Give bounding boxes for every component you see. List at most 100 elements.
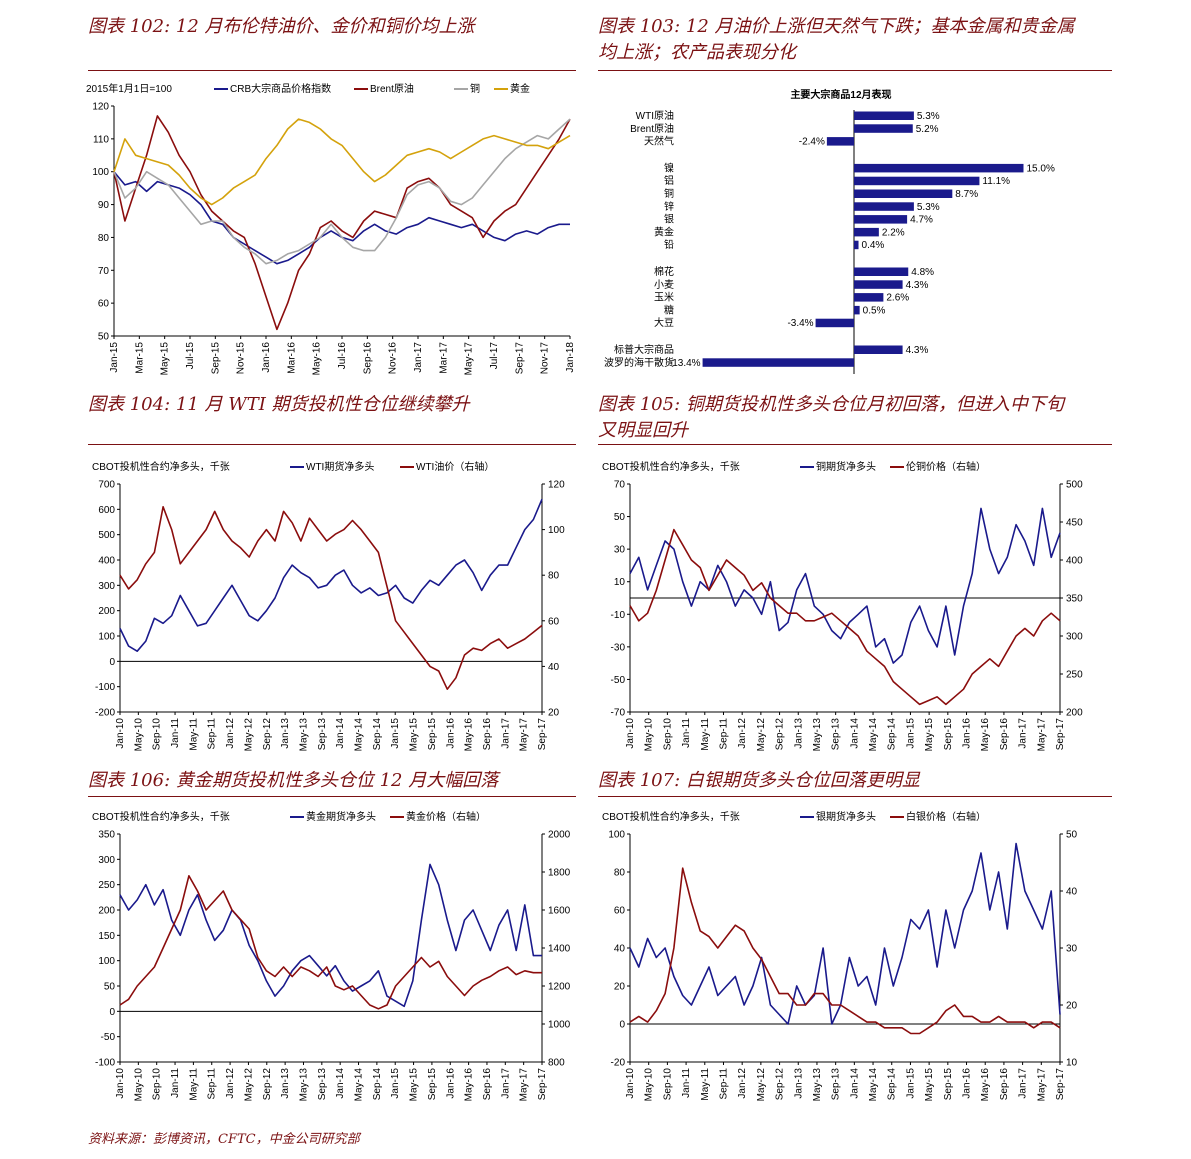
x-tick-label: Sep-10 [152, 718, 163, 751]
x-tick-label: Jan-17 [1018, 718, 1029, 749]
y-tick-label: 400 [98, 556, 115, 567]
y-tick-label: 0 [109, 657, 115, 668]
x-tick-label: May-14 [868, 1068, 879, 1102]
bar-category-label: 天然气 [644, 135, 674, 148]
series-line [113, 118, 571, 206]
y-tick-label: -50 [101, 1032, 116, 1043]
legend-label: 黄金期货净多头 [306, 810, 376, 823]
x-tick-label: May-15 [409, 718, 420, 752]
x-tick-label: Nov-16 [388, 342, 399, 375]
bar-category-label: 玉米 [654, 291, 674, 304]
y2-tick-label: 20 [548, 708, 560, 719]
y-tick-label: -50 [611, 675, 626, 686]
bar-category-label: 糖 [664, 303, 674, 316]
x-tick-label: Sep-15 [427, 1068, 438, 1101]
bar-value-label: -13.4% [669, 358, 701, 369]
series-line [119, 498, 543, 652]
y2-tick-label: 40 [548, 662, 560, 673]
bar [854, 280, 903, 289]
x-tick-label: Sep-17 [1055, 718, 1066, 751]
y-tick-label: 0 [619, 1020, 625, 1031]
y-tick-label: 100 [98, 632, 115, 643]
bar [854, 240, 859, 250]
bar [854, 345, 903, 354]
x-tick-label: May-16 [312, 342, 323, 376]
x-tick-label: Jan-14 [335, 718, 346, 749]
caption-chart-105-line1: 图表 105: 铜期货投机性多头仓位月初回落，但进入中下旬 [598, 394, 1064, 415]
series-line [629, 842, 1061, 1025]
x-tick-label: Sep-16 [999, 718, 1010, 751]
x-tick-label: Jan-16 [261, 342, 272, 373]
chart-102-brent-gold-copper: 2015年1月1日=100 CRB大宗商品价格指数 Brent原油 铜 黄金 50 60 70… [86, 82, 576, 376]
y-tick-label: 600 [98, 505, 115, 516]
source-footnote: 资料来源：彭博资讯，CFTC，中金公司研究部 [88, 1132, 360, 1147]
x-tick-label: Sep-12 [262, 1068, 273, 1101]
y-tick-label: 50 [104, 982, 116, 993]
bar [854, 215, 908, 224]
bar [826, 137, 854, 146]
chart-note: CBOT投机性合约净多头，千张 [92, 810, 230, 823]
y-tick-label: 100 [608, 830, 625, 841]
x-tick-label: Jan-17 [500, 718, 511, 749]
x-tick-label: Jan-14 [335, 1068, 346, 1099]
bar-value-label: 15.0% [1027, 163, 1055, 174]
legend-label: 铜期货净多头 [816, 460, 876, 473]
y-tick-label: 40 [614, 944, 626, 955]
y-tick-label: -10 [611, 610, 626, 621]
caption-chart-103-line1: 图表 103: 12 月油价上涨但天然气下跌；基本金属和贵金属 [598, 16, 1075, 37]
x-tick-label: May-10 [133, 1068, 144, 1102]
caption-rule-102 [88, 70, 576, 71]
y-tick-label: 20 [614, 982, 626, 993]
y-tick-label: 50 [98, 332, 110, 343]
x-tick-label: May-12 [756, 718, 767, 752]
caption-chart-107: 图表 107: 白银期货多头仓位回落更明显 [598, 770, 920, 791]
x-tick-label: Sep-12 [262, 718, 273, 751]
x-tick-label: Sep-14 [372, 1068, 383, 1101]
series-line [119, 506, 543, 690]
chart-note: 2015年1月1日=100 [86, 82, 172, 95]
y2-tick-label: 350 [1066, 594, 1083, 605]
y-tick-label: 300 [98, 855, 115, 866]
bar-category-label: Brent原油 [630, 122, 674, 135]
chart-104-wti-positions: CBOT投机性合约净多头，千张 WTI期货净多头 WTI油价（右轴） -200 -100… [92, 460, 565, 752]
caption-rule-103 [598, 70, 1112, 71]
x-tick-label: May-12 [243, 718, 254, 752]
x-tick-label: May-15 [409, 1068, 420, 1102]
bar-value-label: -2.4% [799, 137, 825, 148]
x-tick-label: May-12 [756, 1068, 767, 1102]
y-tick-label: 0 [109, 1007, 115, 1018]
y-tick-label: -20 [611, 1058, 626, 1069]
x-tick-label: Sep-14 [887, 1068, 898, 1101]
y2-tick-label: 1200 [548, 982, 571, 993]
x-tick-label: Sep-13 [831, 1068, 842, 1101]
bar-value-label: 4.3% [906, 280, 929, 291]
y-tick-label: 100 [92, 167, 109, 178]
y-tick-label: 60 [614, 906, 626, 917]
x-tick-label: Sep-10 [152, 1068, 163, 1101]
legend-label: WTI油价（右轴） [416, 460, 494, 473]
x-tick-label: May-10 [644, 718, 655, 752]
bar [854, 176, 980, 186]
y2-tick-label: 10 [1066, 1058, 1078, 1069]
x-tick-label: Jan-18 [565, 342, 576, 373]
y-tick-label: 100 [98, 956, 115, 967]
chart-note: CBOT投机性合约净多头，千张 [602, 460, 740, 473]
y2-tick-label: 60 [548, 616, 560, 627]
x-tick-label: May-11 [700, 1068, 711, 1101]
bar [815, 318, 854, 328]
y-tick-label: 50 [614, 512, 626, 523]
series-line [113, 115, 571, 331]
legend-label: Brent原油 [370, 82, 414, 95]
y2-tick-label: 1600 [548, 906, 571, 917]
x-tick-label: Mar-15 [134, 342, 145, 374]
bar [854, 202, 914, 211]
bar-category-label: 标普大宗商品 [614, 343, 674, 356]
bar-category-label: 锌 [664, 200, 674, 213]
legend-label: WTI期货净多头 [306, 460, 374, 473]
x-tick-label: Jan-13 [280, 718, 291, 749]
x-tick-label: Nov-17 [540, 342, 551, 375]
x-tick-label: Jan-12 [737, 718, 748, 749]
x-tick-label: May-11 [188, 1068, 199, 1101]
x-tick-label: Jan-13 [280, 1068, 291, 1099]
x-tick-label: May-15 [160, 342, 171, 376]
